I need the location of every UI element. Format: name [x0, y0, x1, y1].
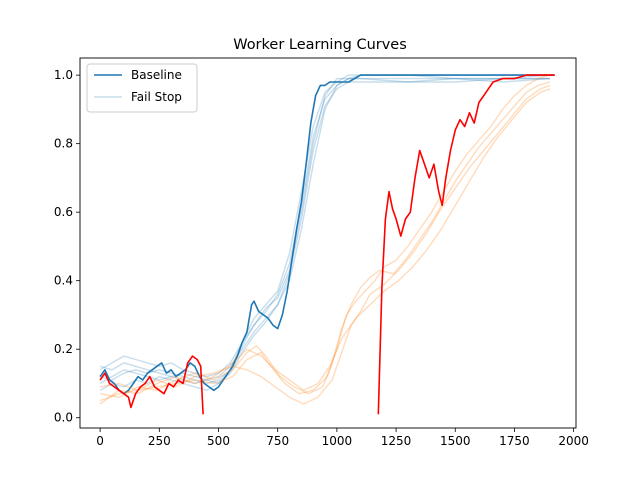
- series-line-baseline-faint-2: [99, 74, 551, 385]
- x-tick-label: 250: [148, 434, 171, 448]
- legend-label-baseline: Baseline: [131, 68, 182, 82]
- y-tick-label: 0.2: [54, 342, 73, 356]
- y-axis: 0.0 0.2 0.4 0.6 0.8 1.0: [54, 68, 80, 425]
- x-tick-label: 500: [207, 434, 230, 448]
- series-line-baseline-faint-1: [99, 77, 551, 378]
- legend-label-failstop: Fail Stop: [131, 90, 182, 104]
- x-axis: 0 250 500 750 1000 1250 1500 1750 2000: [96, 428, 589, 448]
- series-layer: [99, 74, 555, 415]
- x-tick-label: 2000: [558, 434, 589, 448]
- x-tick-label: 1750: [499, 434, 530, 448]
- series-line-failstop-faint-8: [99, 84, 551, 405]
- chart-title: Worker Learning Curves: [233, 37, 407, 53]
- y-tick-label: 0.4: [54, 274, 73, 288]
- series-line-baseline-main-0: [99, 74, 555, 395]
- x-tick-label: 0: [96, 434, 104, 448]
- legend: Baseline Fail Stop: [86, 63, 198, 113]
- series-line-failstop-faint-7: [99, 81, 551, 398]
- series-line-failstop-highlight-10: [99, 355, 204, 415]
- legend-box: [86, 63, 198, 113]
- plot-area: [79, 57, 577, 429]
- x-tick-label: 1250: [381, 434, 412, 448]
- x-tick-label: 1500: [440, 434, 471, 448]
- y-tick-label: 0.0: [54, 411, 73, 425]
- x-tick-label: 750: [266, 434, 289, 448]
- series-line-failstop-faint-6: [99, 74, 551, 402]
- y-tick-label: 0.8: [54, 137, 73, 151]
- y-tick-label: 1.0: [54, 68, 73, 82]
- y-tick-label: 0.6: [54, 205, 73, 219]
- series-line-failstop-highlight-11: [377, 74, 555, 415]
- series-line-baseline-faint-3: [99, 77, 550, 385]
- series-line-baseline-faint-5: [99, 74, 550, 385]
- x-tick-label: 1000: [322, 434, 353, 448]
- plot-frame: [79, 57, 577, 429]
- series-line-failstop-faint-9: [99, 88, 551, 405]
